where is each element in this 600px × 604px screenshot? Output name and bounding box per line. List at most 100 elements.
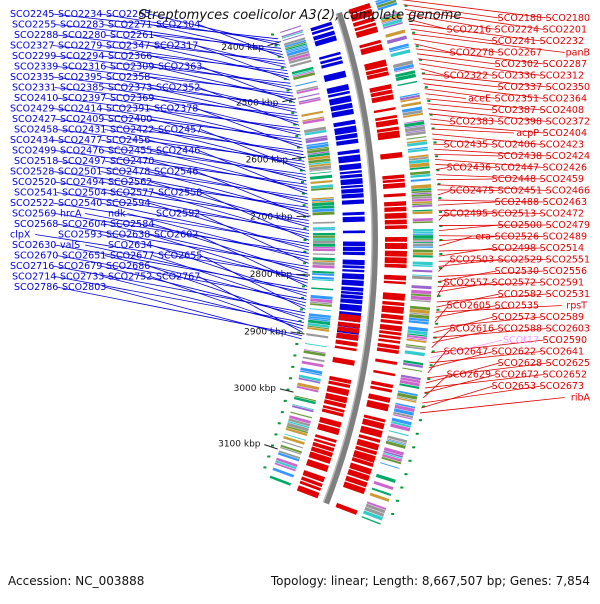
- right-gene-label: SCO2423: [540, 140, 584, 151]
- inner-tick-dot: [267, 456, 270, 458]
- right-gene-label: SCO2551: [546, 255, 590, 266]
- cds-category-track-inner: [313, 241, 335, 244]
- right-gene-label: SCOt17: [503, 335, 539, 346]
- outer-tick-dot: [435, 323, 438, 325]
- left-gene-label: SCO2288: [14, 30, 58, 41]
- right-gene-label: SCO2224: [495, 25, 539, 36]
- right-gene-label: SCO2459: [540, 174, 584, 185]
- right-gene-label: SCO2514: [540, 243, 584, 254]
- cds-category-track-outer: [386, 441, 406, 449]
- right-gene-label: SCO2572: [492, 278, 536, 289]
- reverse-strand-gene: [340, 298, 362, 304]
- right-gene-label: SCO2582: [498, 289, 542, 300]
- cds-category-track-inner: [311, 287, 333, 290]
- left-gene-label: SCO2299: [12, 51, 56, 62]
- left-gene-label: SCO2446: [156, 146, 200, 157]
- reverse-strand-gene: [341, 188, 363, 194]
- left-gene-label: SCO2677: [110, 251, 154, 262]
- right-gene-label: SCO2591: [540, 278, 584, 289]
- forward-strand-gene: [380, 324, 402, 332]
- outer-tick-dot: [425, 86, 428, 88]
- right-gene-label: SCO2529: [498, 255, 542, 266]
- cds-category-track-outer: [380, 462, 399, 469]
- reverse-strand-gene: [343, 230, 365, 233]
- forward-strand-gene-inner: [335, 345, 357, 351]
- right-gene-label: rpsT: [566, 301, 587, 312]
- inner-tick-dot: [301, 181, 304, 183]
- cds-category-track-inner: [313, 262, 335, 265]
- left-gene-label: SCO2410: [14, 93, 58, 104]
- left-gene-label: hrcA: [60, 209, 82, 220]
- accession-text: Accession: NC_003888: [8, 574, 144, 588]
- left-gene-label: SCO2397: [62, 93, 106, 104]
- right-gene-label: SCO2436: [447, 163, 491, 174]
- outer-tick-dot: [439, 211, 442, 213]
- reverse-strand-gene: [342, 212, 364, 216]
- left-gene-label: SCO2767: [156, 272, 200, 283]
- right-gene-label: SCO2406: [492, 140, 536, 151]
- cds-category-track-inner: [301, 111, 323, 117]
- outer-tick-dot: [436, 309, 439, 311]
- cds-category-track-inner: [313, 257, 335, 260]
- inner-tick-dot: [303, 204, 306, 206]
- cds-category-track-outer: [413, 234, 433, 235]
- right-gene-label: SCO2424: [546, 151, 590, 162]
- left-gene-label: SCO2422: [110, 125, 154, 136]
- cds-category-track-inner: [309, 308, 331, 311]
- right-gene-label: SCO2466: [546, 186, 590, 197]
- right-label-connector: [434, 154, 499, 156]
- right-gene-label: SCO2372: [546, 117, 590, 128]
- right-gene-label: SCO2472: [540, 209, 584, 220]
- inner-tick-dot: [271, 34, 274, 36]
- inner-tick-dot: [278, 422, 281, 424]
- left-gene-label: SCO2528: [10, 167, 54, 178]
- left-gene-label: SCO2655: [158, 251, 202, 262]
- left-gene-label: SCO2752: [108, 272, 152, 283]
- left-gene-label: SCO2497: [62, 156, 106, 167]
- left-gene-label: SCO2331: [12, 83, 56, 94]
- right-gene-label: SCO2625: [546, 358, 590, 369]
- cds-category-track-inner: [303, 356, 325, 362]
- right-gene-label: SCO2589: [540, 312, 584, 323]
- inner-tick-dot: [263, 466, 266, 468]
- right-gene-label: SCO2337: [498, 82, 542, 93]
- left-gene-label: SCO2391: [106, 104, 150, 115]
- cds-category-track-inner: [312, 208, 334, 212]
- cds-category-track-inner: [312, 265, 334, 269]
- right-gene-label: ribA: [571, 393, 591, 404]
- right-label-connector: [438, 202, 496, 205]
- scale-tick: [297, 216, 311, 217]
- left-gene-label: SCO2309: [110, 62, 154, 73]
- scale-tick-label: 2700 kbp: [250, 213, 293, 223]
- cds-category-track-outer: [413, 255, 433, 257]
- left-gene-label: valS: [60, 240, 80, 251]
- inner-tick-dot: [281, 67, 284, 69]
- cds-category-track-inner: [295, 81, 317, 87]
- right-label-connector: [437, 283, 445, 297]
- reverse-strand-gene: [341, 185, 363, 189]
- left-gene-label: SCO2470: [110, 156, 154, 167]
- left-gene-label: SCO2378: [154, 104, 198, 115]
- left-gene-label: SCO2686: [106, 261, 150, 272]
- cds-category-track-inner: [310, 171, 332, 174]
- cds-category-track-outer: [413, 218, 433, 221]
- left-gene-label: SCO2518: [14, 156, 58, 167]
- right-gene-label: SCO2535: [495, 301, 539, 312]
- cds-category-track-inner: [313, 233, 335, 235]
- cds-category-track-inner: [313, 247, 335, 248]
- right-label-connector: [428, 352, 446, 373]
- reverse-strand-gene: [338, 154, 361, 163]
- left-gene-label: SCO2593: [58, 230, 102, 241]
- reverse-strand-gene: [341, 286, 363, 291]
- cds-category-track-inner: [313, 244, 335, 247]
- inner-tick-dot: [291, 366, 294, 368]
- cds-category-track-inner: [270, 476, 292, 486]
- forward-strand-gene: [385, 251, 407, 257]
- left-label-connector: [199, 277, 303, 333]
- cds-category-track-outer: [402, 368, 422, 372]
- right-label-connector: [423, 375, 448, 398]
- left-gene-label: SCO2429: [10, 104, 54, 115]
- forward-strand-gene: [385, 219, 407, 224]
- forward-strand-gene: [373, 370, 395, 376]
